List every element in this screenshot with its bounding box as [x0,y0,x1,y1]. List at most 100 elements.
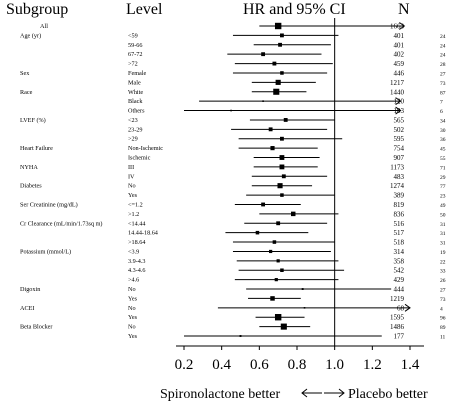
row-level-label: 14.44-18.64 [128,230,158,237]
hr-marker [274,278,278,282]
row-n: 1595 [390,314,405,322]
row-group-label: Digoxin [20,286,40,293]
row-level-label: Ischemic [128,155,151,162]
row-level-label: 59-66 [128,42,142,49]
row-level-label: Black [128,98,143,105]
row-n: 314 [394,248,405,256]
row-events: 89 [440,325,446,331]
row-group-label: Diabetes [20,183,42,190]
row-level-label: >4.6 [128,277,139,284]
row-level-label: No [128,305,136,312]
header-level: Level [126,1,163,18]
row-events: 50 [440,212,446,218]
hr-marker [276,259,280,263]
row-level-label: 23-29 [128,126,142,133]
row-level-label: >1.2 [128,211,139,218]
row-group-label: Beta Blocker [20,324,52,331]
row-events: 87 [440,90,446,96]
hr-marker [303,307,306,309]
hr-marker [270,296,275,301]
row-group-label: Potassium (mmol/L) [20,248,71,255]
row-level-label: Male [128,79,141,86]
row-level-label: White [128,89,143,96]
hr-marker [280,193,284,197]
row-level-label: >29 [128,136,138,143]
row-group-label: Cr Clearance (mL/min/1.73sq m) [20,220,102,227]
x-tick-label: 0.2 [175,357,194,373]
hr-marker [255,230,260,235]
row-n: 401 [394,41,405,49]
footer-left: Spironolactone better [160,387,280,402]
ci-arrow [404,303,411,312]
row-group-label: NYHA [20,164,38,171]
row-n: 907 [394,154,405,162]
row-events: 24 [440,53,446,59]
row-n: 401 [394,32,405,40]
hr-marker [273,88,280,95]
row-n: 516 [394,220,405,228]
row-n: 1486 [390,323,405,331]
header-n: N [398,1,410,18]
hr-marker [281,174,286,179]
footer-right: Placebo better [348,387,428,402]
row-group-label: Heart Failure [20,145,53,152]
row-level-label: 4.3-4.6 [128,267,146,274]
row-group-label: LVEF (%) [20,117,46,124]
hr-marker [230,109,232,112]
row-level-label: III [128,164,134,171]
row-level-label: <=1.2 [128,201,143,208]
row-level-label: No [128,183,136,190]
row-level-label: Yes [128,333,138,340]
row-level-label: <23 [128,117,138,124]
row-n: 68 [397,304,405,312]
row-group-label: Sex [20,70,30,77]
row-level-label: 3.9-4.3 [128,258,146,265]
ci-arrow [395,97,402,106]
row-events: 71 [440,165,446,171]
hr-marker [261,202,266,207]
row-n: 502 [394,126,405,134]
row-n: 518 [394,239,405,247]
row-events: 73 [440,297,446,303]
row-n: 459 [394,60,405,68]
row-events: 23 [440,194,446,200]
hr-marker [239,335,242,337]
row-group-label: All [40,23,48,30]
row-events: 28 [440,62,446,68]
row-events: 55 [440,156,446,162]
row-n: 358 [394,257,405,265]
row-level-label: No [128,324,136,331]
row-level-label: IV [128,173,135,180]
hr-marker [280,71,284,75]
x-tick-label: 0.6 [250,357,269,373]
row-n: 1663 [390,23,405,31]
row-n: 1219 [390,295,405,303]
hr-marker [280,268,284,273]
hr-marker [270,146,275,151]
arrow-right-head-icon [338,388,345,398]
hr-marker [277,183,283,189]
hr-marker [269,249,273,254]
row-level-label: >18.64 [128,239,145,246]
row-n: 836 [394,210,405,218]
hr-marker [278,42,282,47]
row-events: 36 [440,137,446,143]
hr-marker [276,221,281,226]
row-events: 22 [440,259,446,265]
row-events: 27 [440,71,446,77]
row-n: 120 [394,98,405,106]
row-events: 31 [440,241,446,247]
arrow-left-head-icon [301,388,308,398]
row-n: 1173 [390,163,404,171]
row-events: 30 [440,128,446,134]
row-events: 24 [440,34,446,40]
hr-marker [272,61,277,66]
footer-arrows [301,388,345,398]
row-n: 402 [394,51,405,59]
row-group-label: ACEI [20,305,34,312]
row-level-label: >72 [128,61,138,68]
row-events: 96 [440,316,446,322]
hr-marker [280,136,284,141]
row-events: 4 [440,306,443,312]
